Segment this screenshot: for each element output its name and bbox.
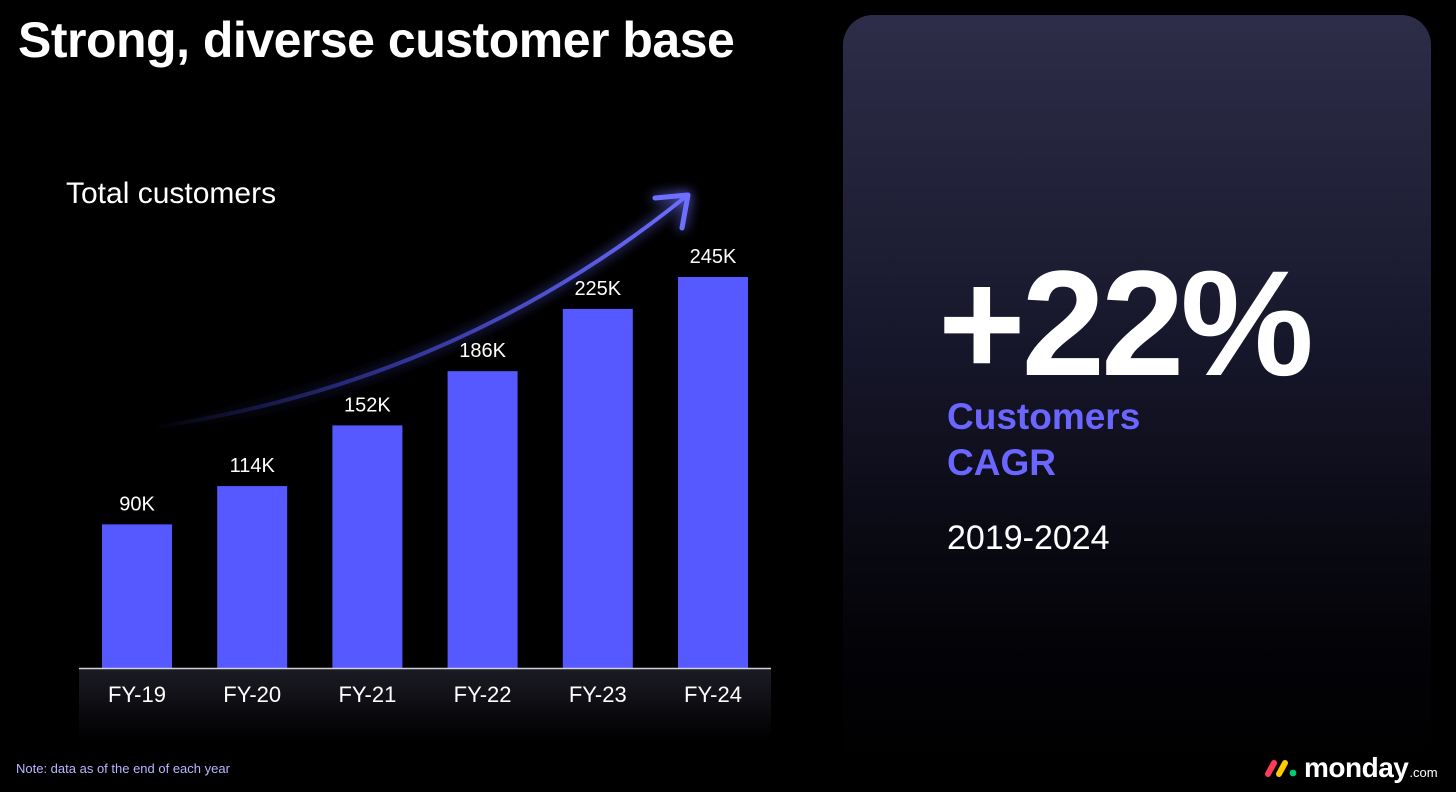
chart-title: Total customers [66,177,277,210]
value-label-fy-23: 225K [574,278,621,300]
bar-fy-21 [332,425,403,668]
value-label-fy-21: 152K [344,394,391,416]
monday-logo: monday .com [1264,752,1438,784]
bar-fy-23 [562,308,633,668]
cagr-period: 2019-2024 [947,519,1110,557]
footnote: Note: data as of the end of each year [16,761,230,776]
value-label-fy-19: 90K [119,493,155,515]
tick-label-fy-24: FY-24 [684,682,742,707]
highlight-panel [843,15,1431,775]
value-label-fy-24: 245K [690,246,737,268]
tick-label-fy-20: FY-20 [223,682,281,707]
bar-fy-22 [447,371,518,668]
slide-title: Strong, diverse customer base [18,12,735,68]
tick-label-fy-22: FY-22 [454,682,512,707]
cagr-label: Customers CAGR [947,394,1140,486]
tick-label-fy-23: FY-23 [569,682,627,707]
value-label-fy-20: 114K [230,455,276,477]
growth-arrow-icon [148,192,691,430]
bar-chart: 90K 114K 152K 186K 225K 245K FY-19 FY-20 FY-21 F… [79,192,771,740]
cagr-value: +22% [938,239,1314,407]
monday-logo-icon [1265,760,1297,777]
cagr-label-line2: CAGR [947,442,1056,483]
tick-label-fy-19: FY-19 [108,682,166,707]
axis-band [79,668,771,740]
bar-fy-20 [217,486,288,668]
bar-fy-24 [678,277,748,668]
cagr-label-line1: Customers [947,396,1141,437]
logo-wordmark: monday [1304,752,1409,783]
value-label-fy-22: 186K [459,340,506,362]
tick-label-fy-21: FY-21 [338,682,396,707]
bar-fy-19 [102,524,172,668]
logo-suffix: .com [1409,765,1438,780]
